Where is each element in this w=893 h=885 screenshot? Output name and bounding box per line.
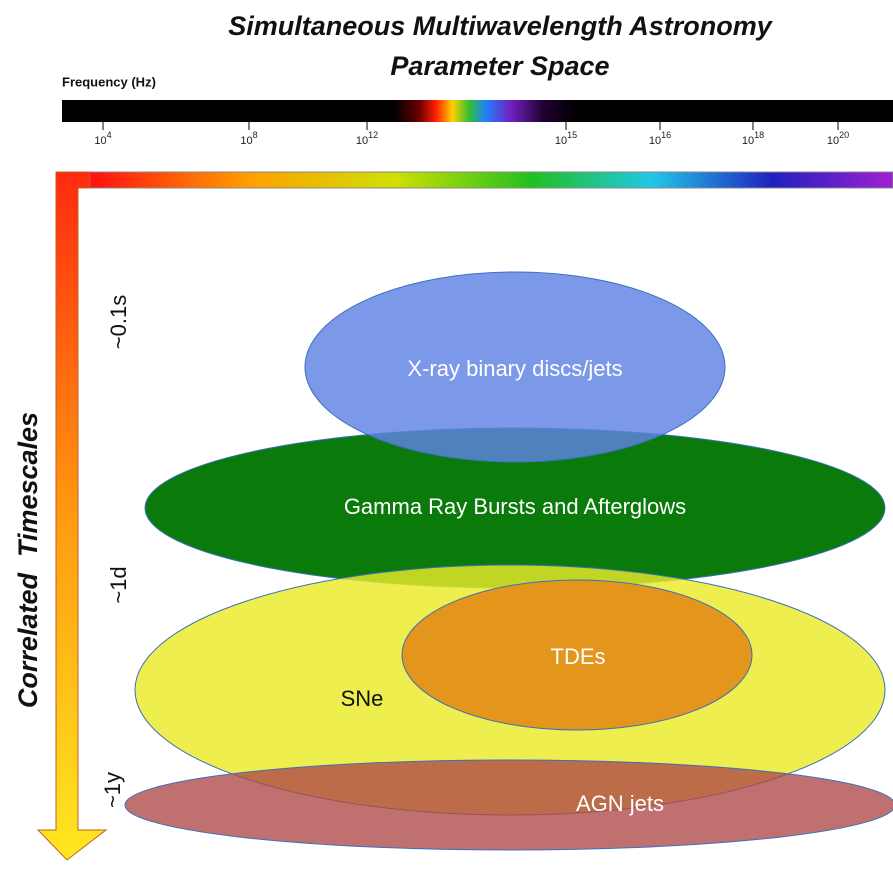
xrb-region [304, 271, 726, 463]
region-label: SNe [341, 686, 384, 711]
tick-exponent: 4 [107, 130, 112, 140]
word: Timescales [13, 412, 43, 557]
tick-label: 108 [240, 130, 257, 147]
tick-exponent: 18 [754, 130, 764, 140]
tick-exponent: 12 [368, 130, 378, 140]
region-label: TDEs [551, 644, 606, 669]
region-label: AGN jets [576, 791, 664, 816]
time-arrow [36, 171, 108, 861]
tde-region [401, 579, 753, 731]
tick-label: 1012 [356, 130, 378, 147]
tick-base: 10 [827, 135, 839, 147]
region-label: Gamma Ray Bursts and Afterglows [344, 494, 686, 519]
tick-label: 1015 [555, 130, 577, 147]
tick-base: 10 [240, 135, 252, 147]
word: Correlated [13, 573, 43, 709]
time-axis-title: Correlated Timescales [13, 412, 43, 708]
tick-base: 10 [555, 135, 567, 147]
region-label: X-ray binary discs/jets [407, 356, 622, 381]
tick-base: 10 [649, 135, 661, 147]
spectrum-bar [62, 100, 893, 122]
title-line: Simultaneous Multiwavelength Astronomy [228, 11, 774, 41]
tick-base: 10 [742, 135, 754, 147]
tick-base: 10 [94, 135, 106, 147]
tick-base: 10 [356, 135, 368, 147]
timescale-label: ~1d [106, 566, 131, 603]
timescale-label: ~1y [100, 772, 125, 808]
tick-exponent: 20 [839, 130, 849, 140]
tick-label: 104 [94, 130, 111, 147]
title-line: Parameter Space [390, 51, 609, 81]
tick-label: 1018 [742, 130, 764, 147]
tick-exponent: 15 [567, 130, 577, 140]
tick-exponent: 16 [661, 130, 671, 140]
timescale-label: ~0.1s [106, 295, 131, 349]
tick-group: 104 108 1012 1015 1016 1018 1020 [94, 100, 849, 147]
tick-label: 1020 [827, 130, 849, 147]
axis-label: Frequency (Hz) [62, 74, 156, 89]
tick-label: 1016 [649, 130, 671, 147]
rainbow-bar [89, 171, 893, 189]
tick-exponent: 8 [253, 130, 258, 140]
agn-region [124, 759, 893, 851]
